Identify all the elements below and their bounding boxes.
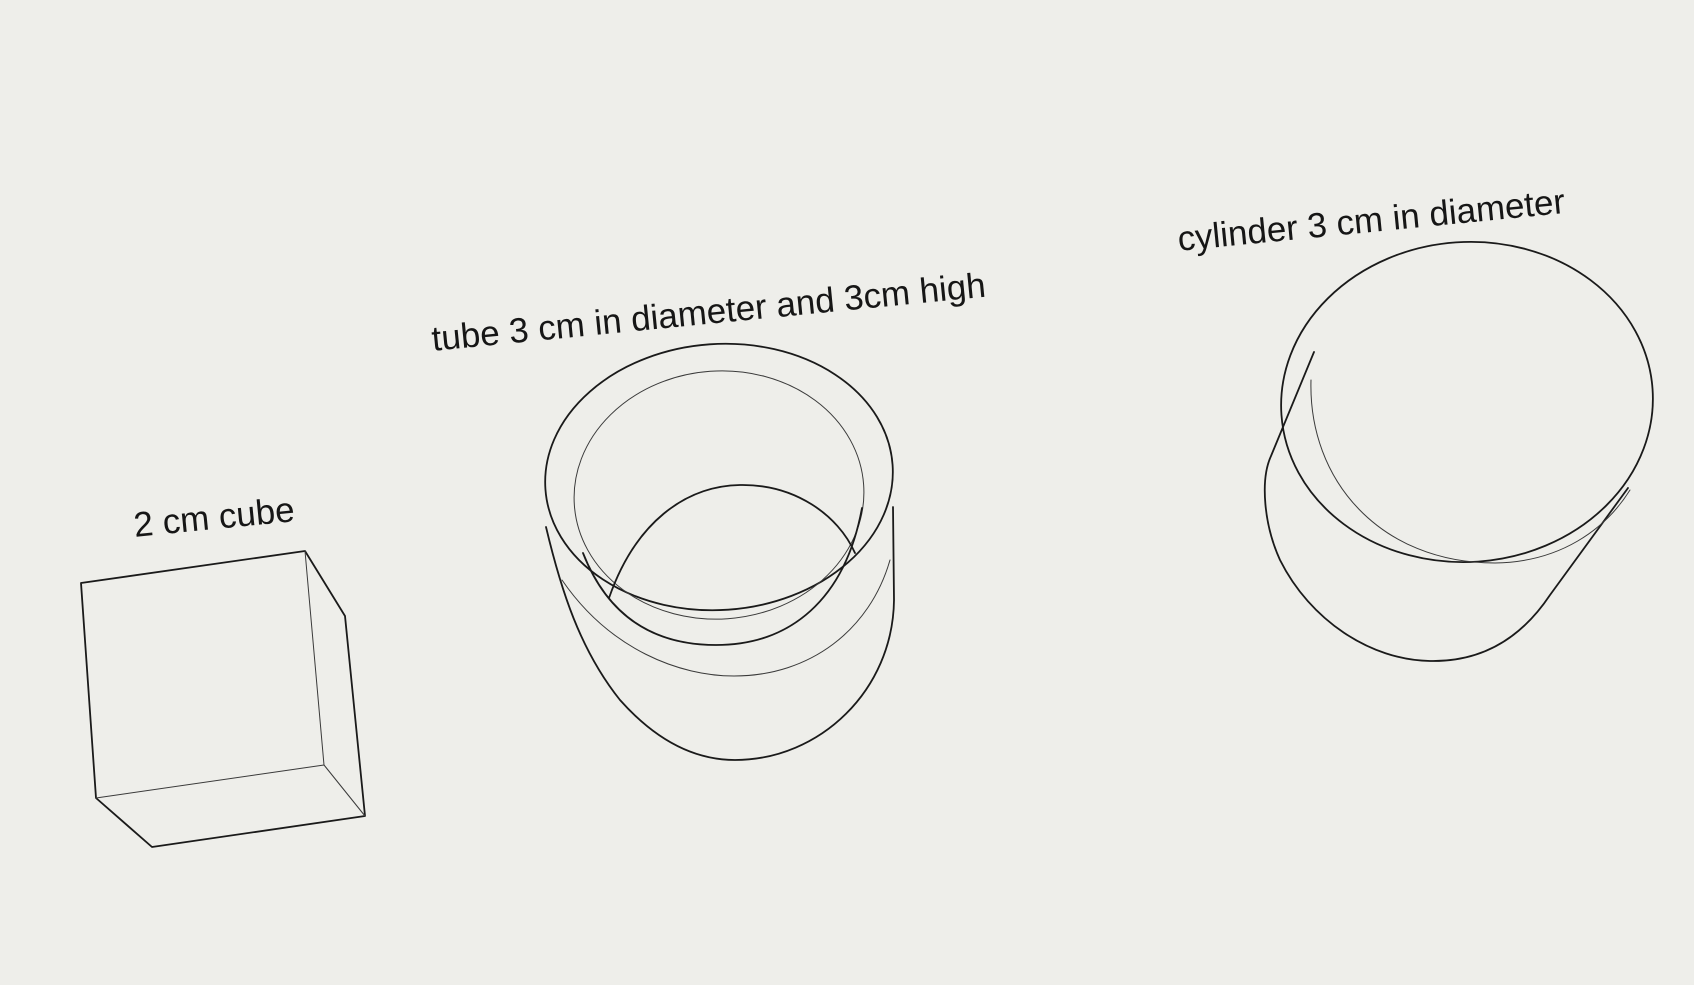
cube-shape [80, 550, 366, 848]
tube-mid-seam [561, 559, 891, 677]
cube-edge-front-right [304, 550, 325, 766]
cylinder-bottom [1263, 351, 1629, 662]
tube-shape [544, 342, 895, 761]
cylinder-hidden-edge [1310, 379, 1631, 564]
tube-outer-rim [544, 342, 894, 612]
cube-outline [80, 550, 366, 848]
tube-inner-rim [573, 370, 865, 620]
cylinder-shape [1263, 240, 1654, 662]
tube-inner-bottom [608, 484, 856, 599]
tube-inner-bottom-front [582, 507, 863, 646]
tube-outer-bottom [545, 506, 895, 761]
cylinder-top [1280, 240, 1654, 564]
cube-edge-back-bottom [95, 764, 366, 817]
